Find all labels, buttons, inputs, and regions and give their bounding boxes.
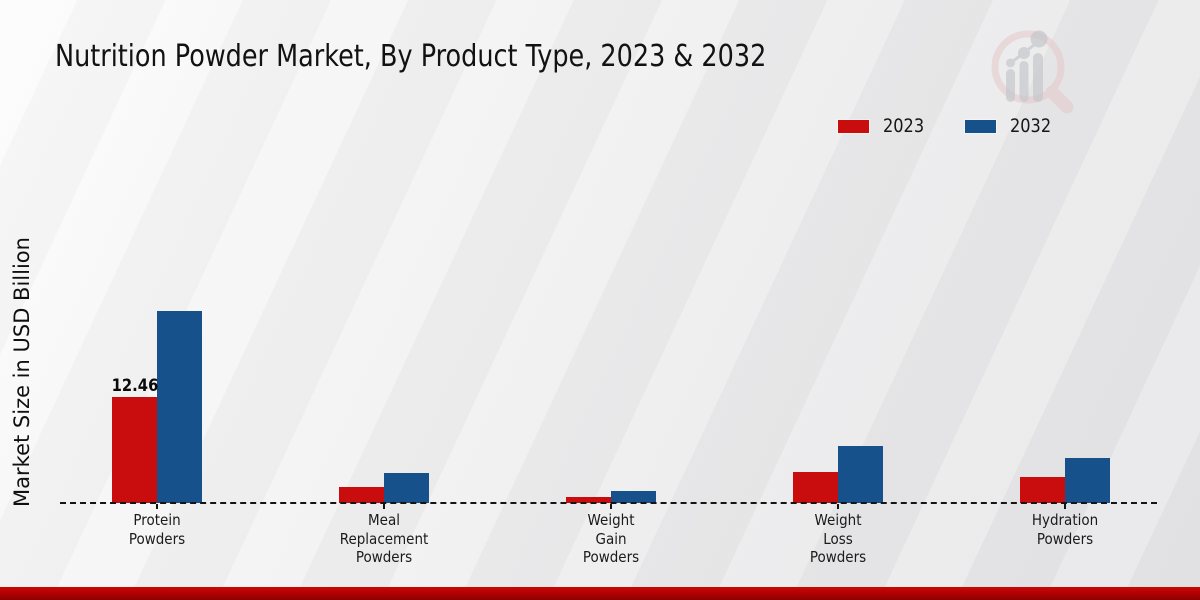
- bar-2032-weight-gain-powders: [611, 491, 656, 503]
- x-axis-tick: [610, 504, 612, 509]
- bar-2032-hydration-powders: [1065, 458, 1110, 503]
- x-axis-tick: [156, 504, 158, 509]
- x-axis-label: Meal Replacement Powders: [333, 511, 435, 567]
- x-axis-label: Protein Powders: [125, 511, 190, 548]
- legend-label-2032: 2032: [1010, 115, 1052, 137]
- bar-2023-weight-gain-powders: [566, 497, 611, 503]
- legend: 2023 2032: [838, 117, 1059, 136]
- legend-label-2023: 2023: [883, 115, 925, 137]
- bar-2032-weight-loss-powders: [838, 446, 883, 503]
- x-axis-label-text: Weight Gain Powders: [582, 511, 640, 566]
- x-axis-tick: [1064, 504, 1066, 509]
- zero-baseline: [60, 502, 1157, 504]
- legend-swatch-2032: [965, 120, 997, 133]
- chart-title: Nutrition Powder Market, By Product Type…: [55, 39, 892, 75]
- x-axis-label-text: Hydration Powders: [1031, 511, 1099, 548]
- y-axis-label: Market Size in USD Billion: [10, 237, 34, 507]
- x-axis-label-text: Protein Powders: [128, 511, 186, 548]
- bar-2023-weight-loss-powders: [793, 472, 838, 503]
- market-research-future-logo-icon: [991, 30, 1074, 114]
- legend-item-2032: 2032: [965, 117, 1058, 136]
- footer-accent-bar: [0, 587, 1200, 600]
- x-axis-tick: [837, 504, 839, 509]
- x-axis-label-text: Meal Replacement Powders: [339, 511, 429, 566]
- x-axis-label: Hydration Powders: [1027, 511, 1103, 548]
- x-axis-label: Weight Loss Powders: [806, 511, 871, 567]
- bar-2023-hydration-powders: [1020, 477, 1065, 503]
- bar-2032-meal-replacement-powders: [384, 473, 429, 503]
- chart-title-text: Nutrition Powder Market, By Product Type…: [55, 39, 767, 74]
- bar-2023-protein-powders: [112, 397, 157, 503]
- x-axis-label-text: Weight Loss Powders: [809, 511, 867, 566]
- bar-2023-meal-replacement-powders: [339, 487, 384, 503]
- bar-value-text: 12.46: [111, 376, 158, 396]
- legend-item-2023: 2023: [838, 117, 931, 136]
- bar-2032-protein-powders: [157, 311, 202, 503]
- x-axis-tick: [383, 504, 385, 509]
- legend-swatch-2023: [838, 120, 869, 133]
- bar-value-label: 12.46: [108, 376, 162, 396]
- x-axis-label: Weight Gain Powders: [579, 511, 644, 567]
